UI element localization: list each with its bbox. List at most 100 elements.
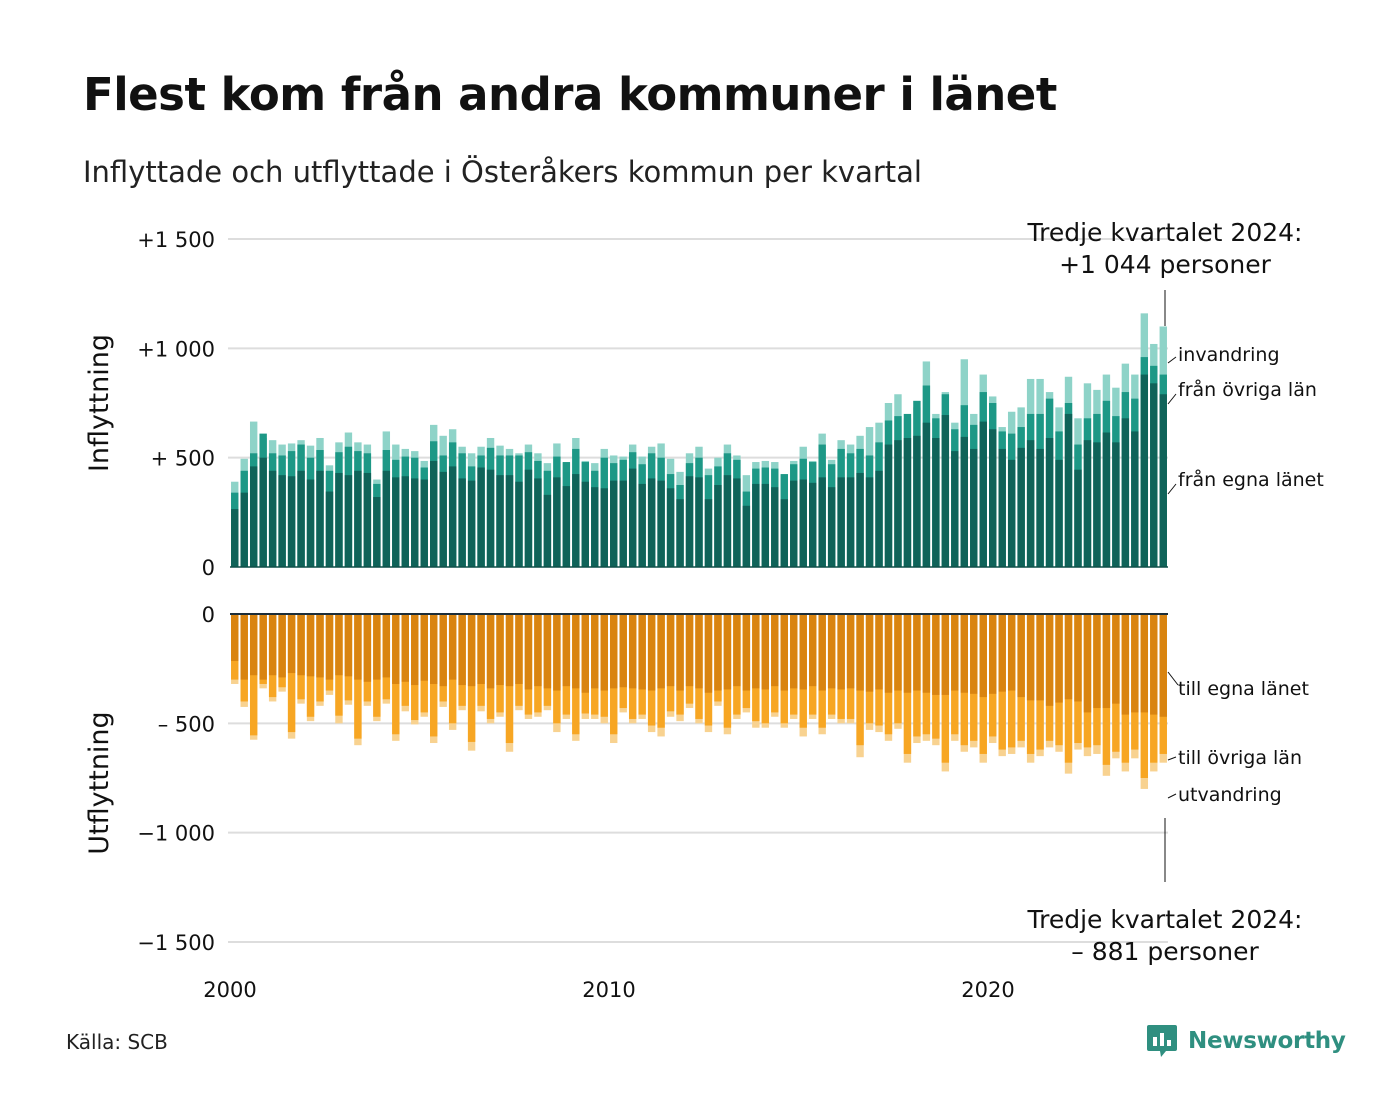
bar-out-egna xyxy=(619,614,627,688)
bar-out-egna xyxy=(1112,614,1120,704)
bar-in-egna xyxy=(259,457,267,567)
bar-out-egna xyxy=(865,614,874,692)
bar-out-egna xyxy=(903,614,912,693)
bar-out-egna xyxy=(610,614,618,689)
bar-in-egna xyxy=(970,448,978,567)
chart-title: Flest kom från andra kommuner i länet xyxy=(83,68,1057,121)
ytick-label-bottom: – 500 xyxy=(158,712,215,736)
bar-out-egna xyxy=(733,614,741,687)
bar-out-egna xyxy=(297,614,305,676)
bar-out-egna xyxy=(249,614,258,676)
ytick-label-top: 0 xyxy=(202,556,215,580)
bar-in-egna xyxy=(742,505,751,567)
bar-out-egna xyxy=(704,614,713,693)
bar-out-egna xyxy=(1083,614,1092,713)
bar-in-egna xyxy=(1036,448,1044,567)
migration-chart: 0 + 500 +1 000 +1 500 0 – 500 −1 000 −1 500 20… xyxy=(84,218,1324,1002)
label-fran-egna-lanet: från egna länet xyxy=(1178,468,1324,491)
leader-till-egna-lanet xyxy=(1167,671,1179,686)
ytick-label-top: +1 000 xyxy=(137,337,215,361)
ytick-label-bottom: −1 500 xyxy=(137,931,215,955)
bar-out-egna xyxy=(287,614,296,674)
bar-in-egna xyxy=(505,475,514,567)
bar-out-egna xyxy=(1102,614,1111,709)
bar-in-egna xyxy=(1055,459,1063,567)
bar-out-egna xyxy=(231,614,239,662)
bar-out-ovriga xyxy=(287,614,296,733)
bar-in-egna xyxy=(610,480,618,567)
bar-out-egna xyxy=(951,614,959,691)
bar-out-egna xyxy=(809,614,817,687)
bar-out-egna xyxy=(259,614,267,680)
bar-out-egna xyxy=(1026,614,1035,701)
chart-subtitle: Inflyttade och utflyttade i Österåkers k… xyxy=(83,155,922,189)
bar-out-egna xyxy=(752,614,760,689)
bar-out-egna xyxy=(486,614,495,689)
bar-out-egna xyxy=(647,614,656,691)
bar-in-egna xyxy=(761,483,770,567)
bar-in-egna xyxy=(856,472,864,567)
bar-in-egna xyxy=(723,475,732,567)
bar-in-egna xyxy=(420,479,428,567)
ytick-label-bottom: 0 xyxy=(202,603,215,627)
bar-in-egna xyxy=(752,483,760,567)
bar-in-egna xyxy=(1150,383,1158,567)
bar-in-egna xyxy=(865,477,874,567)
xtick-label: 2010 xyxy=(582,978,635,1002)
bar-out-egna xyxy=(477,614,485,684)
bar-in-egna xyxy=(306,479,315,567)
bar-out-egna xyxy=(344,614,353,677)
bar-in-egna xyxy=(297,470,305,567)
leader-fran-egna-lanet xyxy=(1167,483,1177,495)
bar-out-egna xyxy=(941,614,950,695)
label-invandring: invandring xyxy=(1178,344,1280,366)
brand-logo: Newsworthy xyxy=(1146,1023,1346,1059)
bar-in-egna xyxy=(894,440,902,567)
bar-out-egna xyxy=(714,614,722,691)
bar-in-egna xyxy=(951,451,959,567)
outflow-bars xyxy=(231,614,1167,789)
bar-in-egna xyxy=(676,499,684,567)
bar-out-egna xyxy=(505,614,514,687)
ytick-label-top: + 500 xyxy=(151,447,215,471)
bar-in-egna xyxy=(411,478,419,567)
bar-out-egna xyxy=(325,614,334,680)
bar-in-egna xyxy=(1159,394,1167,567)
bar-out-egna xyxy=(884,614,893,693)
bar-out-egna xyxy=(392,614,400,684)
bar-in-egna xyxy=(430,460,438,567)
grid-bottom: 0 – 500 −1 000 −1 500 xyxy=(137,603,1168,955)
bar-in-egna xyxy=(846,477,855,567)
ytick-label-top: +1 500 xyxy=(137,228,215,252)
bar-in-egna xyxy=(448,466,457,567)
bar-in-egna xyxy=(780,499,788,567)
bar-out-egna xyxy=(790,614,798,689)
bar-in-egna xyxy=(354,470,362,567)
newsworthy-logo-icon xyxy=(1147,1025,1177,1057)
xtick-label: 2020 xyxy=(961,978,1014,1002)
bar-out-egna xyxy=(316,614,324,678)
bar-out-egna xyxy=(894,614,902,691)
bar-in-egna xyxy=(1093,442,1101,567)
bar-out-egna xyxy=(685,614,694,687)
bar-out-egna xyxy=(401,614,409,682)
bar-out-egna xyxy=(515,614,523,684)
bar-in-egna xyxy=(989,429,997,567)
ylabel-bottom: Utflyttning xyxy=(84,711,115,854)
bar-out-egna xyxy=(837,614,845,690)
bar-out-egna xyxy=(1121,614,1130,715)
bar-in-egna xyxy=(486,469,495,567)
bar-out-egna xyxy=(676,614,684,691)
bar-out-egna xyxy=(628,614,637,689)
bar-out-egna xyxy=(543,614,552,689)
bar-out-egna xyxy=(723,614,732,690)
bar-in-egna xyxy=(922,422,931,567)
bar-out-egna xyxy=(581,614,589,693)
bar-out-egna xyxy=(591,614,599,689)
bar-in-egna xyxy=(591,487,599,567)
bar-in-egna xyxy=(572,474,580,567)
bar-out-egna xyxy=(430,614,438,684)
bar-out-egna xyxy=(970,614,978,694)
bar-out-egna xyxy=(1159,614,1167,717)
bar-in-egna xyxy=(1017,447,1025,567)
